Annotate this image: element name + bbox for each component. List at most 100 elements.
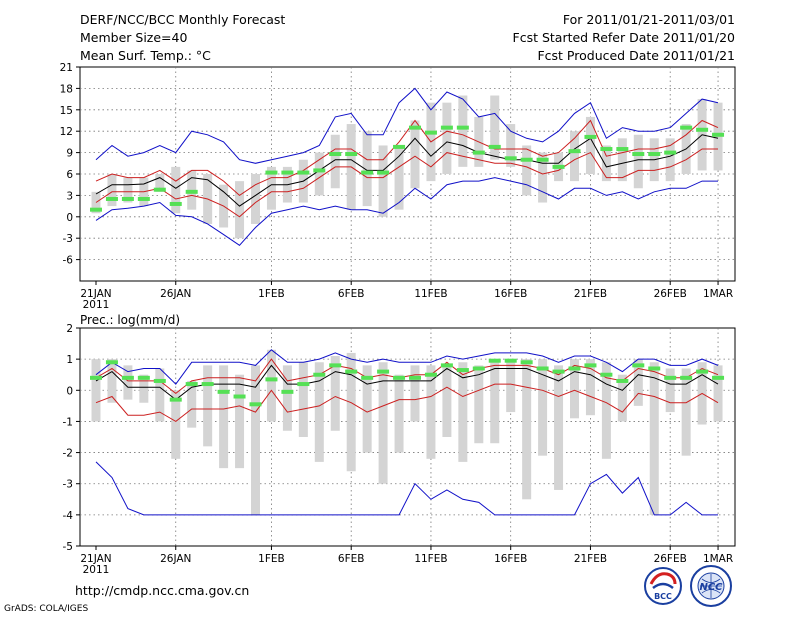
- ensemble-bar: [314, 362, 324, 462]
- chart-title: DERF/NCC/BCC Monthly Forecast: [80, 12, 286, 27]
- observation-marker: [536, 366, 549, 371]
- ensemble-bar: [251, 174, 260, 224]
- observation-marker: [121, 196, 134, 201]
- x-tick-label: 21FEB: [574, 553, 607, 565]
- ensemble-bar: [155, 174, 165, 192]
- observation-marker: [456, 368, 469, 373]
- observation-marker: [153, 187, 166, 192]
- x-year-label: 2011: [83, 564, 110, 576]
- observation-marker: [680, 375, 693, 380]
- observation-marker: [185, 189, 198, 194]
- observation-marker: [456, 125, 469, 130]
- ensemble-bar: [394, 374, 404, 453]
- variable-label: Mean Surf. Temp.: °C: [80, 48, 211, 63]
- series-line-mean: [95, 364, 719, 401]
- x-tick-label: 1MAR: [703, 288, 733, 300]
- observation-marker: [297, 382, 310, 387]
- ensemble-bar: [123, 177, 133, 203]
- ensemble-bar: [426, 365, 436, 459]
- observation-marker: [552, 369, 565, 374]
- observation-marker: [90, 375, 102, 380]
- ncc-logo: NCC: [688, 564, 734, 608]
- x-tick-label: 16FEB: [494, 553, 527, 565]
- ensemble-bar: [665, 368, 675, 413]
- observation-marker: [600, 147, 613, 152]
- ensemble-bar: [522, 145, 532, 196]
- ensemble-bar: [458, 362, 468, 462]
- observation-marker: [520, 157, 533, 162]
- observation-marker: [696, 127, 709, 132]
- precip-panel-label: Prec.: log(mm/d): [80, 313, 180, 327]
- ensemble-bar: [506, 124, 516, 167]
- observation-marker: [664, 375, 677, 380]
- ensemble-bar: [362, 131, 372, 207]
- observation-marker: [361, 375, 374, 380]
- observation-marker: [201, 382, 214, 387]
- observation-marker: [568, 149, 581, 154]
- x-tick-label: 21FEB: [574, 288, 607, 300]
- series-line-max: [95, 177, 718, 246]
- series-line-max-hi: [95, 87, 719, 164]
- observation-marker: [313, 372, 326, 377]
- y-tick-label: -5: [63, 541, 73, 553]
- y-tick-label: -3: [63, 479, 73, 491]
- ensemble-bar: [458, 95, 468, 167]
- ensemble-bar: [570, 359, 579, 419]
- observation-marker: [377, 369, 390, 374]
- ensemble-bar: [282, 365, 292, 431]
- x-year-label: 2011: [83, 299, 110, 311]
- y-tick-label: 21: [60, 62, 73, 74]
- y-tick-label: 3: [66, 190, 73, 202]
- y-tick-label: 18: [60, 83, 73, 95]
- ensemble-bar: [378, 145, 388, 217]
- y-tick-label: 1: [66, 354, 73, 366]
- y-tick-label: -1: [63, 416, 73, 428]
- ensemble-bar: [107, 359, 117, 403]
- observation-marker: [584, 134, 597, 139]
- ensemble-bar: [713, 365, 723, 422]
- observation-marker: [105, 196, 118, 201]
- ensemble-bar: [91, 191, 101, 214]
- ensemble-bar: [410, 365, 420, 422]
- observation-marker: [249, 402, 262, 407]
- ensemble-bar: [266, 349, 276, 422]
- observation-marker: [712, 375, 725, 380]
- observation-marker: [472, 150, 485, 155]
- bcc-logo-icon: BCC: [644, 567, 682, 605]
- ensemble-bar: [538, 152, 548, 203]
- observation-marker: [409, 125, 421, 130]
- y-tick-label: 12: [60, 126, 73, 138]
- observation-marker: [217, 389, 230, 394]
- plot-frame: [79, 327, 736, 547]
- ensemble-bar: [601, 145, 611, 182]
- ensemble-bar: [633, 134, 643, 189]
- ensemble-bar: [155, 368, 165, 422]
- x-tick-label: 1FEB: [258, 288, 285, 300]
- series-line-spread-high: [95, 119, 719, 197]
- observation-marker: [329, 152, 342, 157]
- y-tick-label: 0: [66, 385, 73, 397]
- ensemble-bar: [474, 365, 484, 444]
- x-tick-label: 26JAN: [160, 553, 191, 565]
- observation-markers: [90, 125, 725, 212]
- ncc-logo-text: NCC: [699, 582, 723, 593]
- observation-marker: [488, 358, 501, 363]
- ensemble-bar: [219, 365, 229, 469]
- series-line-spread-high: [95, 358, 719, 395]
- x-tick-label: 1MAR: [703, 553, 733, 565]
- observation-marker: [568, 366, 581, 371]
- observation-marker: [472, 366, 485, 371]
- observation-marker: [137, 196, 150, 201]
- ensemble-bar: [187, 380, 197, 428]
- observation-marker: [632, 363, 645, 368]
- observation-marker: [664, 150, 677, 155]
- ensemble-bar: [139, 374, 149, 403]
- ensemble-bar: [107, 174, 117, 207]
- temperature-panel: -6 -3 0 3 6 9 12 15 18 21 21JAN 26JAN 1FEB 6FEB 11FEB 1…: [60, 62, 736, 311]
- source-url[interactable]: http://cmdp.ncc.cma.gov.cn: [75, 583, 250, 598]
- ensemble-bar: [346, 352, 356, 472]
- member-size-label: Member Size=40: [80, 30, 188, 45]
- series-line-max: [95, 349, 719, 385]
- ensemble-bar: [522, 359, 532, 500]
- ensemble-bar: [266, 166, 276, 210]
